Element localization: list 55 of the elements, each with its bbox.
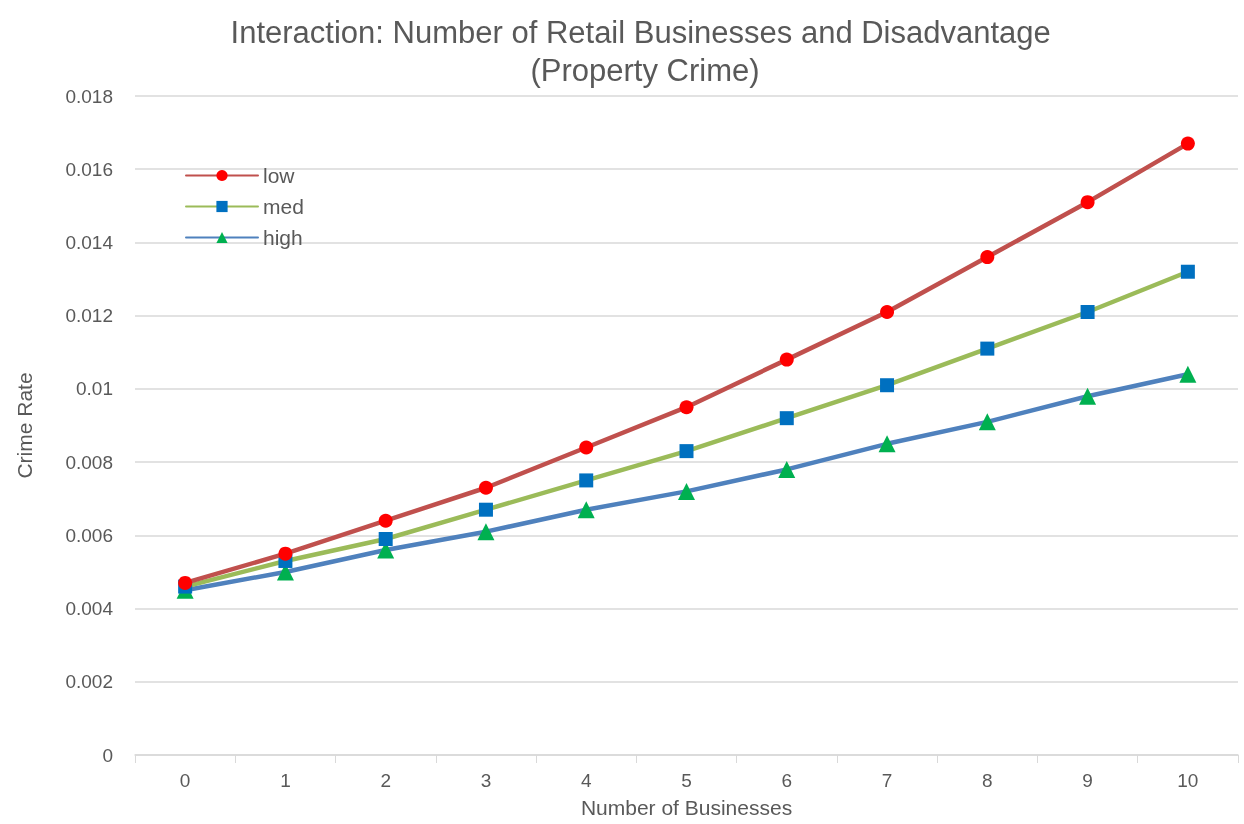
y-axis-title: Crime Rate [13,372,36,479]
x-tick-label: 4 [580,770,592,791]
y-tick-label: 0.016 [65,158,113,180]
y-tick-label: 0.012 [65,305,113,327]
point [477,523,495,541]
x-axis-title: Number of Businesses [580,796,793,819]
point [779,352,794,367]
x-tick-label: 2 [380,770,391,791]
point [778,460,796,478]
point [980,250,995,265]
point [178,575,193,590]
point [579,473,594,488]
x-tick-label: 10 [1177,770,1199,791]
y-tick-label: 0 [102,744,113,766]
x-tick-label: 7 [881,770,893,791]
legend-label: low [263,164,296,187]
x-tick-label: 6 [781,770,793,791]
y-tick-label: 0.008 [65,451,113,473]
y-tick-label: 0.002 [65,671,113,693]
y-tick-label: 0.006 [65,524,113,546]
x-tick-label: 1 [280,770,291,791]
point [378,531,393,546]
y-tick-label: 0.018 [65,85,113,107]
point [679,444,694,459]
point [1180,264,1195,279]
point [978,413,996,431]
y-tick-label: 0.01 [76,378,113,400]
x-tick-label: 0 [179,770,191,791]
point [1080,305,1095,320]
point [378,513,393,528]
legend-label: high [263,226,303,249]
x-tick-label: 8 [982,770,993,791]
point [577,501,595,519]
x-tick-label: 9 [1082,770,1093,791]
point [779,411,794,426]
point [579,440,594,455]
point [878,435,896,453]
legend-label: med [263,195,304,218]
point [1179,365,1197,383]
x-tick-label: 3 [480,770,492,791]
y-tick-label: 0.004 [65,598,114,620]
point [1080,195,1095,210]
point [880,305,895,319]
point [880,378,895,393]
point [478,502,493,517]
point [980,341,995,356]
chart-title: Interaction: Number of Retail Businesses and Disadvantage (Property Crime) [230,14,1060,88]
point [1180,136,1195,151]
point [678,482,695,500]
point [679,400,694,415]
y-tick-label: 0.014 [65,231,114,253]
point [1079,387,1097,405]
point [278,546,293,561]
point [478,480,493,495]
x-tick-label: 5 [681,770,692,791]
